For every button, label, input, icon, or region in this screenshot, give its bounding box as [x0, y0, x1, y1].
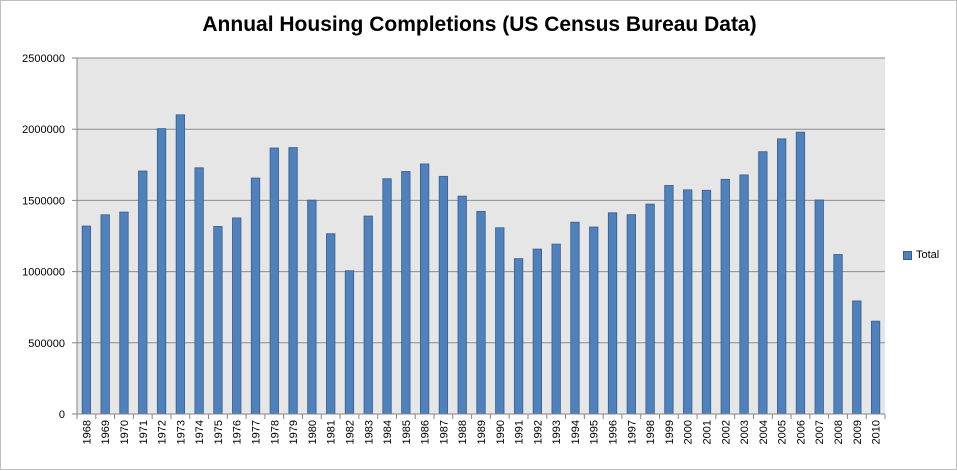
bar-1996: [607, 212, 618, 415]
x-tick-label: 1995: [589, 420, 601, 444]
bar-1988: [457, 195, 467, 415]
x-tick-label: 1999: [664, 420, 676, 444]
x-tick-label: 2010: [871, 420, 883, 444]
x-tick-label: 1986: [420, 420, 432, 444]
bar-1983: [363, 215, 373, 415]
bar-2000: [683, 189, 693, 415]
x-tick-label: 1998: [645, 420, 657, 444]
bar-2004: [758, 151, 768, 415]
x-tick-label: 1981: [326, 420, 338, 444]
bar-2001: [701, 189, 712, 415]
bar-1977: [250, 177, 261, 415]
x-tick-label: 1987: [438, 420, 450, 444]
bar-1982: [344, 270, 355, 415]
x-tick-label: 1980: [307, 420, 319, 444]
bar-2002: [720, 178, 730, 415]
bar-1972: [156, 128, 167, 415]
bar-1986: [419, 163, 430, 415]
y-tick-label: 0: [59, 409, 65, 421]
x-tick-label: 1989: [476, 420, 488, 444]
bar-1975: [213, 226, 223, 415]
bar-2008: [833, 254, 843, 415]
x-tick-label: 2007: [814, 420, 826, 444]
x-tick-label: 1994: [570, 420, 582, 444]
bar-1997: [626, 214, 636, 415]
x-tick-label: 1985: [401, 420, 413, 444]
bar-1979: [288, 147, 298, 415]
x-tick-label: 1975: [213, 420, 225, 444]
bar-1987: [438, 175, 449, 415]
x-tick-label: 1997: [626, 420, 638, 444]
x-tick-label: 1979: [288, 420, 300, 444]
x-tick-label: 1977: [251, 420, 263, 444]
bar-1981: [326, 233, 336, 415]
y-tick-label: 2500000: [22, 53, 65, 65]
y-tick-label: 500000: [28, 338, 65, 350]
x-tick-label: 1974: [194, 420, 206, 444]
y-tick-label: 1500000: [22, 195, 65, 207]
bar-1995: [589, 226, 599, 415]
bar-1973: [175, 114, 185, 415]
x-tick-label: 2005: [777, 420, 789, 444]
bar-1974: [194, 167, 204, 415]
bar-1970: [119, 211, 129, 415]
bar-1980: [307, 199, 317, 415]
y-tick-label: 2000000: [22, 124, 65, 136]
x-tick-label: 2009: [852, 420, 864, 444]
x-tick-label: 2008: [833, 420, 845, 444]
x-tick-label: 1993: [551, 420, 563, 444]
bar-1989: [476, 210, 486, 415]
bar-2010: [870, 320, 881, 415]
bar-1998: [645, 203, 655, 415]
bar-1994: [570, 221, 580, 415]
bar-1969: [100, 214, 110, 415]
x-tick-label: 1971: [138, 420, 150, 444]
x-tick-label: 1973: [175, 420, 187, 444]
x-tick-label: 2002: [720, 420, 732, 444]
y-tick-label: 1000000: [22, 267, 65, 279]
bar-1971: [138, 170, 148, 415]
x-tick-label: 1988: [457, 420, 469, 444]
x-tick-label: 2004: [758, 420, 770, 444]
bar-1999: [664, 185, 674, 415]
x-tick-label: 1996: [608, 420, 620, 444]
chart-title: Annual Housing Completions (US Census Bu…: [202, 13, 757, 36]
bar-1985: [401, 171, 411, 415]
bar-1978: [269, 147, 279, 415]
x-tick-label: 1968: [81, 420, 93, 444]
x-tick-label: 2001: [701, 420, 713, 444]
bar-2005: [777, 138, 787, 415]
bar-1968: [81, 225, 92, 415]
legend-label-total: Total: [916, 249, 940, 261]
x-tick-label: 1972: [157, 420, 169, 444]
bar-1992: [532, 248, 542, 415]
bar-2003: [739, 174, 749, 415]
x-tick-label: 2000: [683, 420, 695, 444]
x-tick-label: 1990: [495, 420, 507, 444]
x-tick-label: 1992: [532, 420, 544, 444]
x-tick-label: 2006: [795, 420, 807, 444]
x-tick-label: 1983: [363, 420, 375, 444]
bar-1976: [232, 217, 242, 415]
x-tick-label: 1984: [382, 420, 394, 444]
bar-2009: [852, 300, 862, 415]
bar-1984: [382, 178, 392, 415]
bar-1990: [495, 227, 505, 415]
bar-2006: [795, 131, 806, 415]
x-tick-label: 1976: [232, 420, 244, 444]
bar-2007: [814, 199, 824, 415]
x-tick-label: 1978: [269, 420, 281, 444]
x-tick-label: 1970: [119, 420, 131, 444]
chart-legend: Total: [903, 249, 939, 261]
legend-swatch-total: [903, 250, 912, 260]
x-tick-label: 1982: [344, 420, 356, 444]
x-tick-label: 1969: [100, 420, 112, 444]
x-tick-label: 2003: [739, 420, 751, 444]
x-tick-label: 1991: [514, 420, 526, 444]
bar-1991: [513, 258, 524, 415]
bar-1993: [551, 243, 561, 415]
